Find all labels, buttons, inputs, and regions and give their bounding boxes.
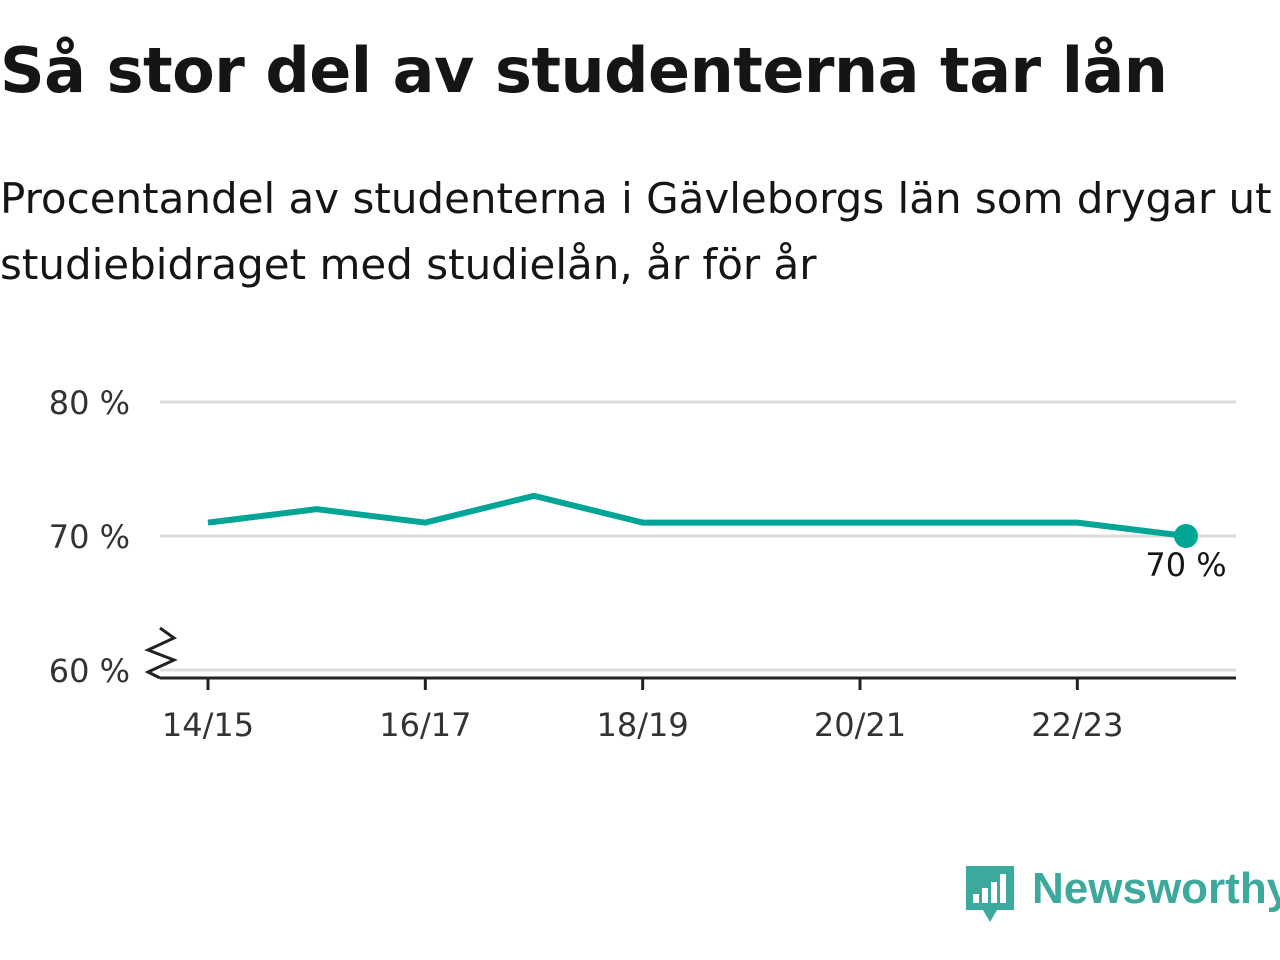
x-tick-label: 22/23: [1031, 706, 1123, 744]
x-tick-label: 18/19: [597, 706, 689, 744]
chart-subtitle: Procentandel av studenterna i Gävleborgs…: [0, 174, 1272, 289]
y-tick-label: 80 %: [49, 384, 130, 422]
end-value-label: 70 %: [1145, 546, 1226, 584]
x-tick-label: 14/15: [162, 706, 254, 744]
series-line: [207, 492, 1187, 539]
brand-name: Newsworthy: [1032, 864, 1280, 913]
y-tick-label: 70 %: [49, 518, 130, 556]
x-tick-label: 20/21: [814, 706, 906, 744]
series-end-point: [1174, 524, 1198, 548]
axis-break-icon: [144, 626, 178, 680]
gridlines: [160, 400, 1236, 672]
brand: Newsworthy: [964, 864, 1280, 928]
y-tick-label: 60 %: [49, 652, 130, 690]
line-chart: 60 % 70 % 80 % 14/15 16/17 18/19 20/21 22/23 7…: [49, 384, 1236, 744]
newsworthy-logo-icon: [966, 866, 1014, 922]
series: [207, 492, 1198, 548]
x-axis-ticks: 14/15 16/17 18/19 20/21 22/23: [162, 678, 1123, 744]
y-axis-labels: 60 % 70 % 80 %: [49, 384, 130, 690]
x-tick-label: 16/17: [379, 706, 471, 744]
chart-title: Så stor del av studenterna tar lån: [0, 34, 1168, 107]
